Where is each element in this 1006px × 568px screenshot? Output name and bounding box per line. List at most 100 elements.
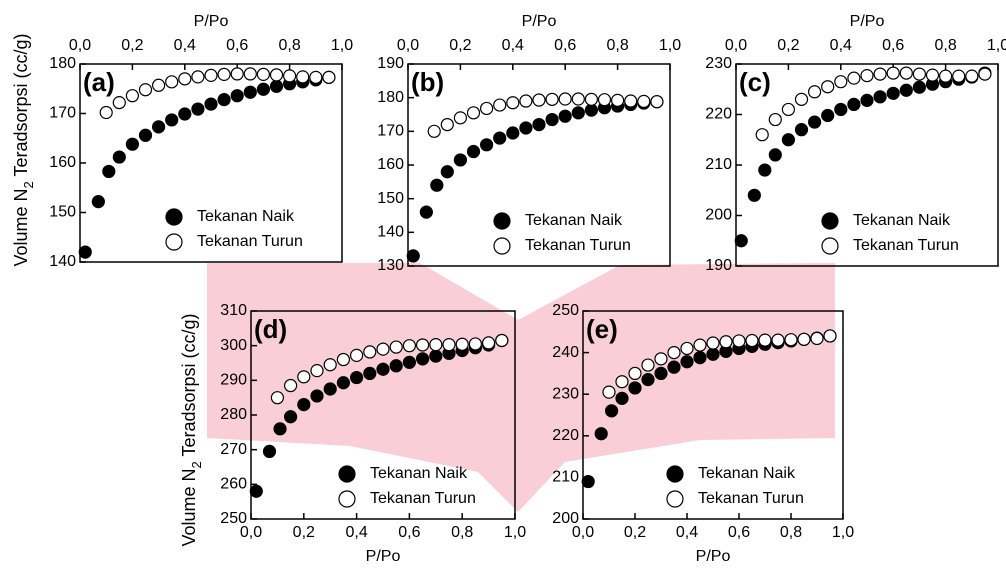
x-tick-label: 1,0 (832, 524, 854, 541)
data-point (768, 112, 782, 127)
data-point (453, 153, 467, 167)
x-tick-label: 0,2 (293, 524, 315, 541)
data-point (322, 70, 336, 84)
data-point (336, 376, 350, 390)
data-point (152, 120, 166, 134)
data-point (102, 164, 116, 179)
data-point (693, 350, 707, 365)
x-tick-label: 0,0 (572, 524, 594, 541)
data-point (310, 364, 324, 378)
data-point (755, 128, 769, 142)
data-point (191, 102, 205, 116)
data-point (650, 95, 664, 109)
data-point (571, 92, 585, 106)
data-point (667, 346, 681, 360)
data-point (810, 331, 824, 346)
data-point (112, 150, 126, 164)
data-point (615, 391, 629, 405)
data-point (912, 80, 927, 94)
data-point (506, 126, 520, 140)
x-tick-label: 0,8 (451, 524, 473, 541)
legend-marker (821, 212, 839, 230)
data-point (781, 102, 796, 117)
legend-label: Tekanan Turun (525, 237, 631, 254)
data-point (680, 355, 694, 369)
x-tick-label: 0,0 (397, 37, 419, 54)
data-point (480, 101, 494, 116)
data-point (416, 338, 430, 352)
y-tick-label: 190 (705, 257, 732, 274)
data-point (310, 389, 324, 403)
x-tick-label: 1,0 (331, 37, 353, 54)
data-point (204, 68, 218, 82)
data-point (270, 391, 284, 405)
data-point (847, 97, 861, 112)
data-point (834, 75, 848, 89)
data-point (680, 341, 694, 356)
x-tick-label: 0,4 (345, 524, 367, 541)
y-tick-label: 190 (377, 55, 404, 72)
data-point (706, 347, 720, 361)
data-point (256, 82, 270, 96)
x-tick-label: 1,0 (504, 524, 526, 541)
data-point (138, 128, 153, 142)
data-point (693, 338, 707, 352)
x-axis-label: P/Po (522, 13, 557, 30)
data-point (610, 93, 625, 107)
y-tick-label: 200 (705, 207, 732, 224)
panel-label: (e) (586, 314, 618, 344)
data-point (363, 345, 377, 359)
legend-label: Tekanan Turun (853, 237, 959, 254)
data-point (269, 79, 284, 93)
x-axis-label: P/Po (366, 548, 401, 565)
data-point (952, 69, 966, 83)
data-point (781, 133, 796, 147)
data-point (965, 69, 979, 83)
data-point (807, 115, 822, 129)
y-tick-label: 230 (705, 55, 732, 72)
data-point (654, 352, 668, 366)
data-point (794, 123, 809, 137)
x-tick-label: 0,4 (830, 37, 852, 54)
data-point (440, 117, 454, 132)
y-tick-label: 260 (220, 476, 247, 493)
data-point (430, 178, 444, 192)
y-tick-label: 250 (220, 510, 247, 527)
data-point (402, 339, 416, 353)
x-tick-label: 0,0 (725, 37, 747, 54)
legend-label: Tekanan Turun (197, 233, 303, 250)
data-point (178, 72, 192, 86)
y-tick-label: 210 (552, 469, 579, 486)
y-tick-label: 180 (49, 55, 76, 72)
data-point (309, 70, 323, 84)
data-point (584, 92, 599, 106)
legend-label: Tekanan Naik (525, 212, 623, 229)
data-point (363, 366, 377, 380)
y-tick-label: 270 (220, 441, 247, 458)
data-point (558, 109, 572, 123)
legend-label: Tekanan Naik (853, 212, 951, 229)
data-point (581, 474, 595, 489)
data-point (558, 92, 572, 106)
y-tick-label: 240 (552, 344, 579, 361)
data-point (204, 97, 218, 111)
data-point (269, 68, 284, 82)
legend-label: Tekanan Turun (698, 490, 804, 507)
data-point (719, 335, 733, 349)
y-axis-label-part: Teradsorpsi (cc/g) (11, 34, 31, 182)
legend-marker (338, 465, 356, 483)
data-point (615, 375, 629, 389)
data-point (165, 75, 179, 89)
data-point (641, 358, 655, 372)
y-axis-label-part: 2 (189, 461, 204, 468)
data-point (519, 94, 533, 108)
y-tick-label: 250 (552, 302, 579, 319)
y-axis-label-part: 2 (21, 181, 36, 188)
y-tick-label: 220 (552, 427, 579, 444)
data-point (466, 106, 481, 120)
legend-marker (165, 208, 183, 226)
data-point (745, 333, 759, 348)
y-tick-label: 150 (377, 190, 404, 207)
data-point (427, 124, 441, 138)
